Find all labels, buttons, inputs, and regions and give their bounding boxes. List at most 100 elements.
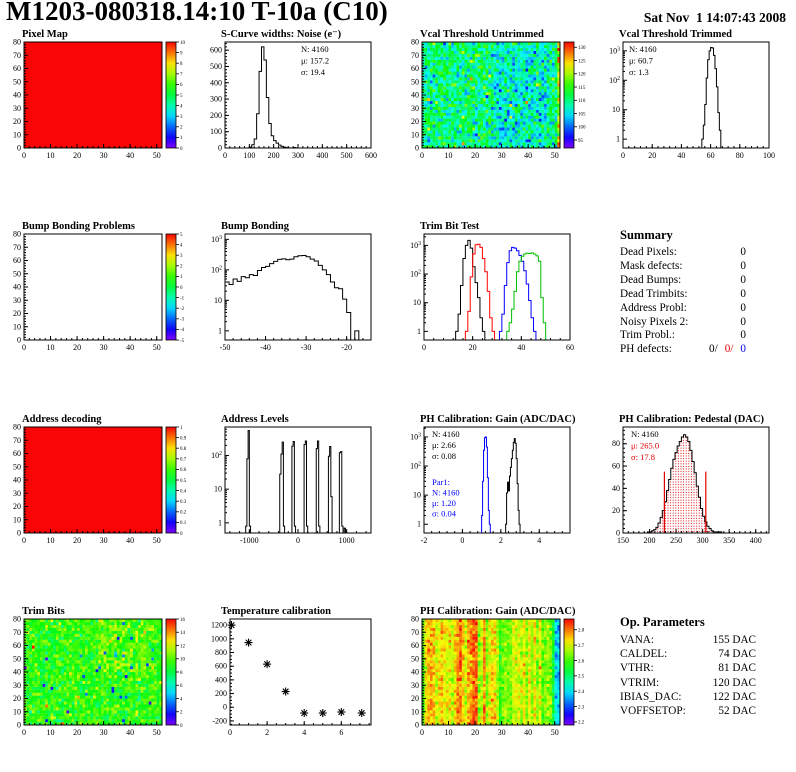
svg-text:-2: -2 (421, 536, 428, 545)
op-param-value: 120 DAC (712, 676, 756, 689)
svg-text:10: 10 (13, 515, 21, 524)
svg-text:0: 0 (223, 703, 227, 712)
svg-text:10: 10 (612, 105, 620, 114)
svg-text:70: 70 (411, 51, 419, 60)
svg-text:70: 70 (13, 243, 21, 252)
svg-text:-3: -3 (180, 318, 185, 323)
svg-text:0.5: 0.5 (180, 479, 187, 484)
svg-text:50: 50 (153, 728, 161, 737)
svg-text:20: 20 (612, 506, 620, 515)
svg-text:20: 20 (73, 536, 81, 545)
timestamp: Sat Nov 1 14:07:43 2008 (643, 10, 786, 25)
svg-text:10: 10 (214, 485, 222, 494)
svg-text:40: 40 (677, 151, 685, 160)
svg-text:200: 200 (210, 111, 222, 120)
summary-panel: Summary Dead Pixels: 0 Mask defects: 0 Dea… (597, 228, 796, 357)
ph-defects-red: 0/ (724, 343, 734, 356)
svg-text:0.2: 0.2 (180, 511, 187, 516)
svg-text:N: 4160: N: 4160 (629, 44, 657, 54)
svg-text:PH Calibration: Gain (ADC/DAC): PH Calibration: Gain (ADC/DAC) (420, 414, 576, 425)
summary-value: 0 (740, 287, 746, 300)
svg-text:N: 4160: N: 4160 (432, 488, 460, 498)
svg-text:N: 4160: N: 4160 (631, 429, 659, 439)
svg-text:20: 20 (13, 694, 21, 703)
op-param-row: VOFFSETOP: 52 DAC (620, 704, 756, 718)
summary-label: Dead Trimbits: (620, 287, 688, 300)
svg-text:20: 20 (469, 343, 477, 352)
svg-text:30: 30 (13, 104, 21, 113)
svg-text:6: 6 (180, 684, 183, 689)
svg-text:30: 30 (100, 343, 108, 352)
svg-text:40: 40 (13, 476, 21, 485)
vcal-trimmed-chart: Vcal Threshold Trimmed 0 20 40 60 80 100 1 10 102… (609, 29, 775, 160)
svg-text:40: 40 (517, 343, 525, 352)
op-param-value: 74 DAC (718, 648, 756, 661)
summary-value: 0 (740, 301, 746, 314)
svg-text:40: 40 (612, 484, 620, 493)
summary-row: Mask defects: 0 (620, 260, 746, 274)
svg-text:70: 70 (13, 51, 21, 60)
svg-text:50: 50 (153, 151, 161, 160)
panel-pixel-map: Pixel Map 0 10 20 30 40 50 0 10 20 30 40 50 60 70 80 0 1 2… (0, 26, 199, 186)
svg-text:110: 110 (578, 99, 586, 104)
svg-text:0: 0 (616, 529, 620, 538)
ph-gain-map-chart: PH Calibration: Gain (ADC/DAC)0 10 20 30 40 5… (411, 606, 585, 737)
svg-text:20: 20 (471, 151, 479, 160)
panel-scurve-noise: S-Curve widths: Noise (e⁻) 0 100 200 300 400 5… (199, 26, 398, 186)
svg-text:Par1:: Par1: (432, 477, 450, 487)
panel-bump-bonding: Bump Bonding -50 -40 -30 -20 1 10 102 103 (199, 218, 398, 378)
svg-text:30: 30 (13, 681, 21, 690)
pixel-map-chart: Pixel Map 0 10 20 30 40 50 0 10 20 30 40 50 60 70 80 0 1 2… (13, 29, 186, 160)
svg-text:20: 20 (648, 151, 656, 160)
svg-text:70: 70 (13, 628, 21, 637)
trim-bits-map-chart: Trim Bits 0 10 20 30 40 50 0 10 20 30 40 50 60 70 80 0 2 4… (13, 606, 186, 737)
svg-text:350: 350 (723, 536, 735, 545)
svg-text:40: 40 (126, 151, 134, 160)
svg-text:30: 30 (498, 151, 506, 160)
svg-text:102: 102 (609, 76, 620, 85)
svg-text:10: 10 (180, 41, 186, 46)
svg-text:0: 0 (180, 532, 183, 537)
svg-text:30: 30 (411, 104, 419, 113)
summary-row: Dead Trimbits: 0 (620, 288, 746, 302)
summary-label: Trim Probl.: (620, 329, 675, 342)
svg-text:1: 1 (180, 426, 183, 431)
svg-text:-4: -4 (180, 328, 185, 333)
panel-ph-gain-hist: PH Calibration: Gain (ADC/DAC) -2 0 2 4 1 10 10… (398, 411, 597, 571)
svg-text:60: 60 (566, 343, 574, 352)
svg-text:102: 102 (211, 451, 222, 460)
svg-text:125: 125 (578, 59, 586, 64)
svg-text:50: 50 (551, 151, 559, 160)
svg-text:0: 0 (621, 151, 625, 160)
panel-trim-bits-map: Trim Bits 0 10 20 30 40 50 0 10 20 30 40 50 60 70 80 0 2 4… (0, 603, 199, 763)
svg-text:40: 40 (524, 151, 532, 160)
svg-text:0: 0 (180, 286, 183, 291)
summary-label: Noisy Pixels 2: (620, 315, 689, 328)
svg-text:10: 10 (180, 658, 186, 663)
svg-text:Pixel Map: Pixel Map (22, 29, 68, 40)
svg-text:300: 300 (697, 536, 709, 545)
svg-text:60: 60 (13, 449, 21, 458)
svg-text:30: 30 (13, 489, 21, 498)
svg-text:4: 4 (180, 243, 183, 248)
svg-text:30: 30 (100, 151, 108, 160)
summary-row: Address Probl: 0 (620, 302, 746, 316)
svg-text:300: 300 (210, 95, 222, 104)
svg-text:2: 2 (180, 265, 183, 270)
svg-text:4: 4 (302, 728, 306, 737)
svg-text:-5: -5 (180, 339, 185, 344)
svg-text:1: 1 (218, 326, 222, 335)
svg-text:10: 10 (47, 728, 55, 737)
svg-text:103: 103 (609, 46, 620, 55)
summary-title: Summary (620, 228, 673, 242)
svg-text:μ: 157.2: μ: 157.2 (301, 56, 329, 66)
summary-row: Trim Probl.: 0 (620, 329, 746, 343)
svg-text:103: 103 (211, 235, 222, 244)
svg-text:0.9: 0.9 (180, 436, 187, 441)
panel-vcal-trimmed: Vcal Threshold Trimmed 0 20 40 60 80 100 1 10 102… (597, 26, 796, 186)
op-param-row: VANA: 155 DAC (620, 633, 756, 647)
svg-text:100: 100 (763, 151, 775, 160)
